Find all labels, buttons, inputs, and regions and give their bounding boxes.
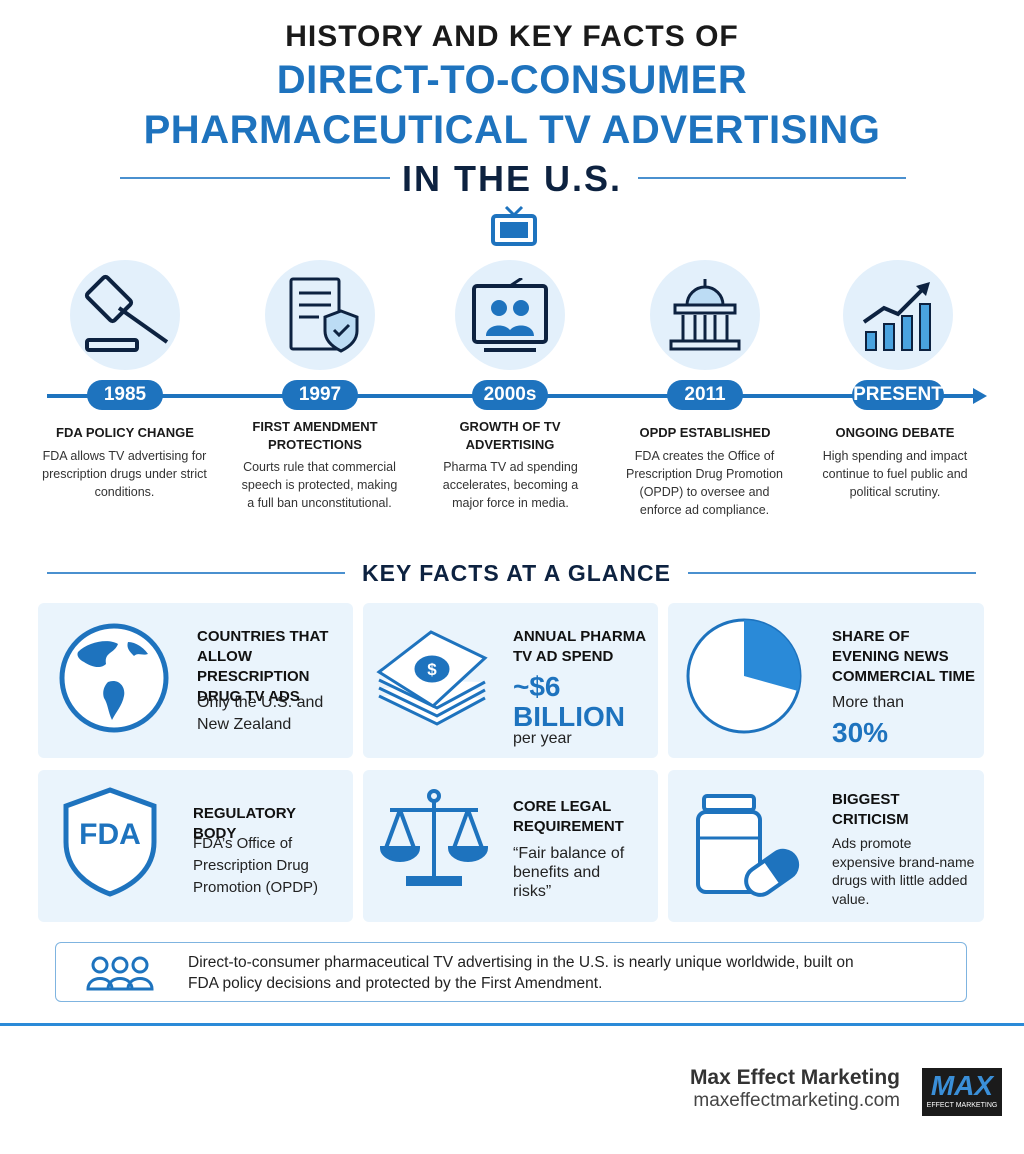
- fact-text: per year: [513, 730, 572, 747]
- fact-title: CORE LEGAL REQUIREMENT: [513, 798, 624, 835]
- divider: [120, 177, 390, 179]
- timeline-title: OPDP ESTABLISHED: [639, 425, 771, 440]
- fact-title: SHARE OF EVENING NEWS COMMERCIAL TIME: [832, 628, 976, 685]
- divider: [688, 572, 976, 574]
- fact-title: REGULATORY BODY: [193, 805, 296, 842]
- title-main: DIRECT-TO-CONSUMER: [276, 58, 748, 102]
- timeline-title: FIRST AMENDMENT PROTECTIONS: [252, 419, 378, 452]
- fact-title: COUNTRIES THAT ALLOW PRESCRIPTION DRUG T…: [197, 628, 329, 705]
- gavel-icon: [84, 274, 169, 352]
- capitol-icon: [669, 279, 741, 351]
- summary-box: [55, 942, 967, 1002]
- summary-text: Direct-to-consumer pharmaceutical TV adv…: [188, 954, 854, 992]
- logo-text: MAX: [930, 1070, 994, 1101]
- logo: [922, 1068, 1002, 1116]
- timeline-title: ONGOING DEBATE: [835, 425, 955, 440]
- timeline-text: FDA creates the Office of Prescription D…: [625, 449, 783, 517]
- timeline-text: High spending and impact continue to fue…: [822, 449, 968, 499]
- company-name: Max Effect Marketing: [689, 1066, 900, 1089]
- year-pill: 2000s: [472, 380, 548, 410]
- fact-text: “Fair balance of benefits and risks”: [513, 845, 625, 900]
- title-sub: IN THE U.S.: [401, 158, 623, 199]
- fact-highlight: ~$6 BILLION: [513, 671, 625, 732]
- fact-text: More than: [832, 694, 905, 711]
- fact-text: Ads promote expensive brand-name drugs w…: [832, 835, 975, 907]
- people-icon: [86, 956, 154, 991]
- timeline-title: GROWTH OF TV ADVERTISING: [459, 419, 561, 452]
- year-pill: 1985: [87, 380, 163, 410]
- fda-badge: FDA: [79, 818, 141, 851]
- tv-people-icon: [472, 278, 548, 352]
- section-heading: KEY FACTS AT A GLANCE: [362, 560, 671, 586]
- year-pill: 1997: [282, 380, 358, 410]
- pill-bottle-icon: [696, 794, 800, 897]
- title-main: PHARMACEUTICAL TV ADVERTISING: [143, 108, 881, 152]
- fact-title: ANNUAL PHARMA TV AD SPEND: [513, 628, 646, 665]
- timeline-text: Courts rule that commercial speech is pr…: [241, 460, 398, 510]
- svg-text:$: $: [427, 660, 437, 679]
- scales-icon: [379, 789, 489, 886]
- tv-icon: [491, 205, 537, 246]
- timeline-text: FDA allows TV advertising for prescripti…: [42, 449, 207, 499]
- fact-text: Only the U.S. and New Zealand: [197, 694, 324, 733]
- globe-icon: [59, 623, 169, 733]
- timeline-title: FDA POLICY CHANGE: [56, 425, 194, 440]
- company-url: maxeffectmarketing.com: [693, 1090, 900, 1111]
- document-icon: [289, 277, 359, 353]
- year-pill: 2011: [667, 380, 743, 410]
- year-pill: PRESENT: [852, 380, 944, 410]
- logo-subtext: EFFECT MARKETING: [926, 1102, 998, 1109]
- footer-rule: [0, 1023, 1024, 1026]
- fact-highlight: 30%: [832, 717, 889, 748]
- timeline-text: Pharma TV ad spending accelerates, becom…: [442, 460, 579, 510]
- pie-icon: [686, 618, 802, 734]
- title-line: HISTORY AND KEY FACTS OF: [285, 20, 739, 53]
- money-icon: $: [376, 630, 488, 726]
- growth-icon: [862, 282, 931, 351]
- fact-text: FDA’s Office of Prescription Drug Promot…: [193, 835, 319, 896]
- shield-icon: [63, 787, 157, 897]
- divider: [638, 177, 906, 179]
- divider: [47, 572, 345, 574]
- fact-title: BIGGEST CRITICISM: [832, 791, 909, 828]
